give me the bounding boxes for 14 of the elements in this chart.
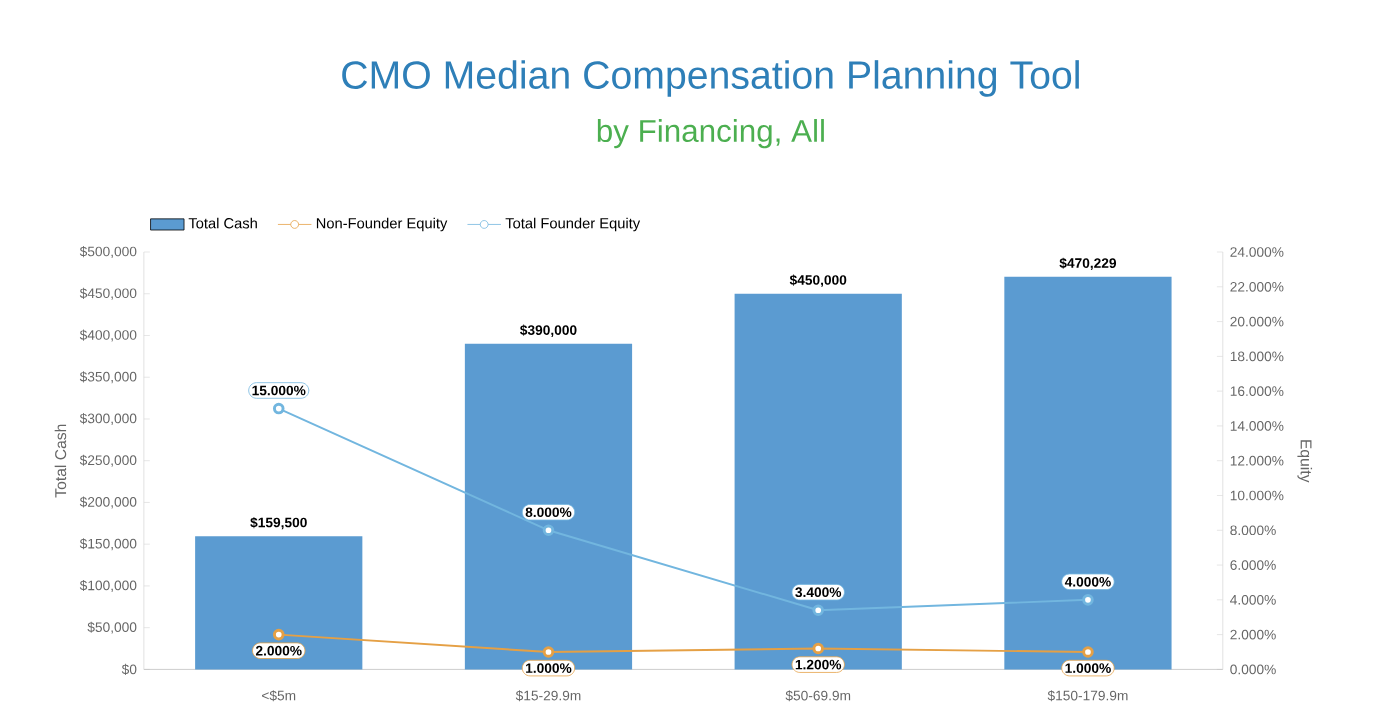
- chart-subtitle: by Financing, All: [597, 118, 824, 148]
- chart-title: CMO Median Compensation Planning Tool: [342, 59, 1079, 97]
- bar: [734, 293, 902, 670]
- point: [1082, 645, 1094, 658]
- point: [542, 645, 555, 658]
- point: [812, 604, 824, 616]
- point: [812, 642, 824, 654]
- bar: [464, 343, 633, 670]
- point: [272, 402, 285, 414]
- bar: [195, 535, 363, 670]
- point: [1082, 593, 1094, 606]
- point: [272, 628, 285, 641]
- bar: [1004, 276, 1172, 670]
- point: [542, 524, 555, 536]
